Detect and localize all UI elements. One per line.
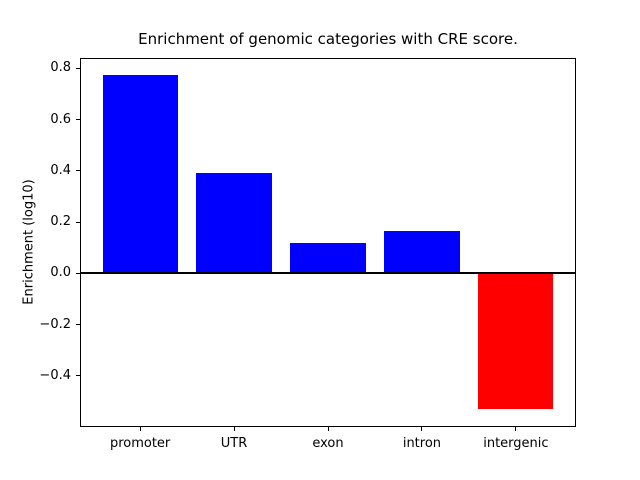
bar-promoter [102,74,178,274]
x-tick-label-UTR: UTR [220,436,248,451]
y-tick-label: 0.8 [50,60,71,76]
y-tick-mark [76,324,80,325]
x-tick-mark [233,427,235,431]
x-tick-mark [327,427,329,431]
chart-title: Enrichment of genomic categories with CR… [138,30,518,48]
y-tick-label: 0.0 [50,265,71,281]
bar-UTR [196,173,272,274]
y-tick-label: 0.4 [50,162,71,178]
x-tick-label-promoter: promoter [109,436,171,451]
x-tick-label-intergenic: intergenic [483,436,549,451]
bar-intron [384,230,460,274]
y-axis-label: Enrichment (log10) [21,179,37,305]
x-tick-label-exon: exon [312,436,344,451]
x-tick-mark [421,427,423,431]
bar-intergenic [478,273,554,410]
bar-exon [290,242,366,274]
y-tick-label: −0.2 [39,316,71,332]
y-tick-mark [76,375,80,377]
plot-area [80,58,576,427]
y-tick-label: 0.2 [50,214,71,229]
x-tick-label-intron: intron [402,436,442,451]
y-tick-mark [76,272,80,274]
y-tick-label: 0.6 [50,111,71,127]
y-tick-mark [76,119,80,120]
x-tick-mark [139,427,141,431]
y-tick-label: −0.4 [39,367,71,383]
zero-baseline [80,272,576,275]
y-tick-mark [76,170,80,172]
y-tick-mark [76,221,80,223]
x-tick-mark [515,427,517,431]
y-tick-mark [76,67,80,69]
